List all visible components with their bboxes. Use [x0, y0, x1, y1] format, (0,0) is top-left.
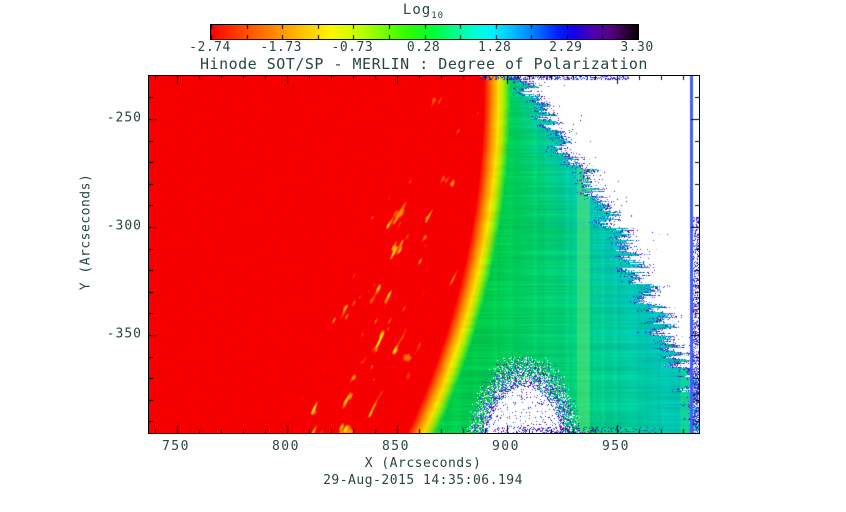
colorbar-title-text: Log — [402, 2, 432, 18]
colorbar-gradient — [211, 25, 638, 39]
colorbar-tick-label: -2.74 — [189, 40, 231, 55]
observation-timestamp: 29-Aug-2015 14:35:06.194 — [323, 473, 523, 488]
colorbar-title-subscript: 10 — [431, 10, 445, 21]
colorbar-tick-label: 2.29 — [549, 40, 583, 55]
colorbar — [210, 24, 639, 40]
colorbar-title: Log10 — [210, 2, 637, 21]
x-axis-title: X (Arcseconds) — [364, 456, 482, 471]
colorbar-tick-label: 0.28 — [406, 40, 441, 55]
colorbar-tick-label: 3.30 — [620, 40, 654, 55]
x-tick-label: 800 — [271, 439, 300, 454]
x-tick-label: 850 — [381, 439, 410, 454]
x-axis-tick-labels: 750 800 850 900 950 — [148, 439, 698, 455]
colorbar-tick-label: -1.73 — [260, 40, 302, 55]
y-tick-label: -300 — [106, 218, 142, 234]
heatmap-image — [149, 76, 699, 433]
x-tick-label: 750 — [161, 439, 190, 454]
y-tick-label: -250 — [106, 110, 142, 126]
y-tick-label: -350 — [106, 326, 142, 342]
colorbar-tick-label: 1.28 — [478, 40, 512, 55]
plot-area — [148, 75, 700, 434]
x-tick-label: 950 — [601, 439, 630, 454]
x-tick-label: 900 — [491, 439, 520, 454]
plot-title: Hinode SOT/SP - MERLIN : Degree of Polar… — [200, 55, 648, 73]
colorbar-tick-label: -0.73 — [331, 40, 374, 55]
y-axis-tick-labels: -250 -300 -350 — [90, 75, 142, 432]
colorbar-tick-labels: -2.74 -1.73 -0.73 0.28 1.28 2.29 3.30 — [189, 40, 653, 55]
y-axis-title: Y (Arcseconds) — [78, 173, 94, 291]
